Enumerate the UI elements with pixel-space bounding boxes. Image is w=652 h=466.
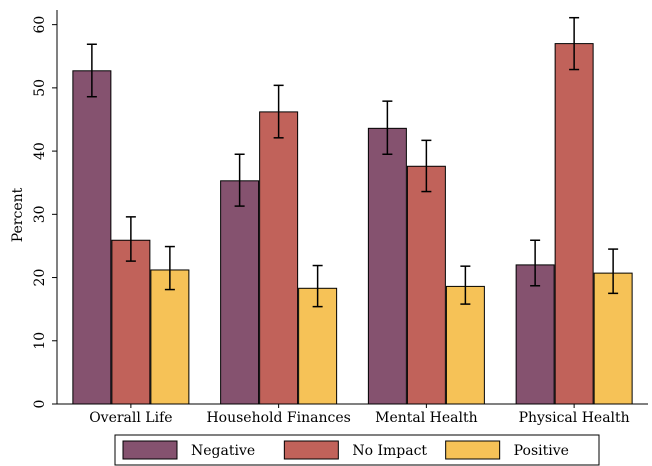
y-axis-label: Percent: [10, 187, 26, 242]
legend-item-positive: Positive: [445, 440, 569, 460]
x-tick-label: Mental Health: [375, 410, 478, 426]
error-bar-positive-physical-health: [608, 248, 619, 295]
error-bars-layer: [86, 16, 619, 308]
error-bar-negative-household-finances: [234, 153, 245, 207]
legend-swatch: [445, 440, 501, 460]
x-tick-label: Overall Life: [89, 410, 172, 426]
bar-no-impact-mental-health: [406, 165, 446, 405]
bar-positive-overall-life: [150, 269, 190, 405]
x-tick-label: Household Finances: [206, 410, 350, 426]
bar-negative-mental-health: [367, 127, 407, 405]
x-tick-label: Physical Health: [519, 410, 630, 426]
error-bar-positive-overall-life: [164, 245, 175, 291]
legend-item-negative: Negative: [122, 440, 255, 460]
error-bar-positive-mental-health: [460, 265, 471, 305]
y-tick-label: 10: [32, 332, 48, 350]
legend-label: No Impact: [352, 443, 427, 459]
error-bar-positive-household-finances: [312, 264, 323, 308]
bar-no-impact-household-finances: [259, 111, 299, 405]
legend: Negative No Impact Positive: [114, 434, 600, 466]
error-bar-no-impact-physical-health: [569, 16, 580, 71]
axes-layer: Overall Life Household Finances Mental Hea…: [32, 10, 648, 426]
error-bar-negative-mental-health: [382, 100, 393, 156]
y-tick-label: 50: [32, 79, 48, 97]
y-tick-label: 20: [32, 269, 48, 287]
y-tick-label: 40: [32, 142, 48, 160]
bar-positive-household-finances: [298, 287, 338, 405]
error-bar-no-impact-mental-health: [421, 139, 432, 193]
bar-no-impact-overall-life: [111, 239, 151, 405]
error-bar-negative-physical-health: [530, 239, 541, 287]
y-tick-label: 0: [32, 400, 48, 409]
error-bar-no-impact-household-finances: [273, 84, 284, 139]
legend-label: Positive: [514, 443, 569, 459]
legend-box: [114, 434, 600, 466]
bars-layer: [72, 43, 633, 405]
error-bar-negative-overall-life: [86, 43, 97, 98]
bar-no-impact-physical-health: [554, 43, 594, 405]
error-bar-no-impact-overall-life: [125, 216, 136, 262]
legend-swatch: [283, 440, 339, 460]
legend-swatch: [122, 440, 178, 460]
y-tick-label: 30: [32, 205, 48, 223]
bar-negative-physical-health: [515, 264, 555, 405]
bar-negative-overall-life: [72, 70, 112, 405]
bar-negative-household-finances: [220, 180, 260, 405]
y-tick-label: 60: [32, 16, 48, 34]
legend-label: Negative: [191, 443, 255, 459]
legend-item-no-impact: No Impact: [283, 440, 427, 460]
